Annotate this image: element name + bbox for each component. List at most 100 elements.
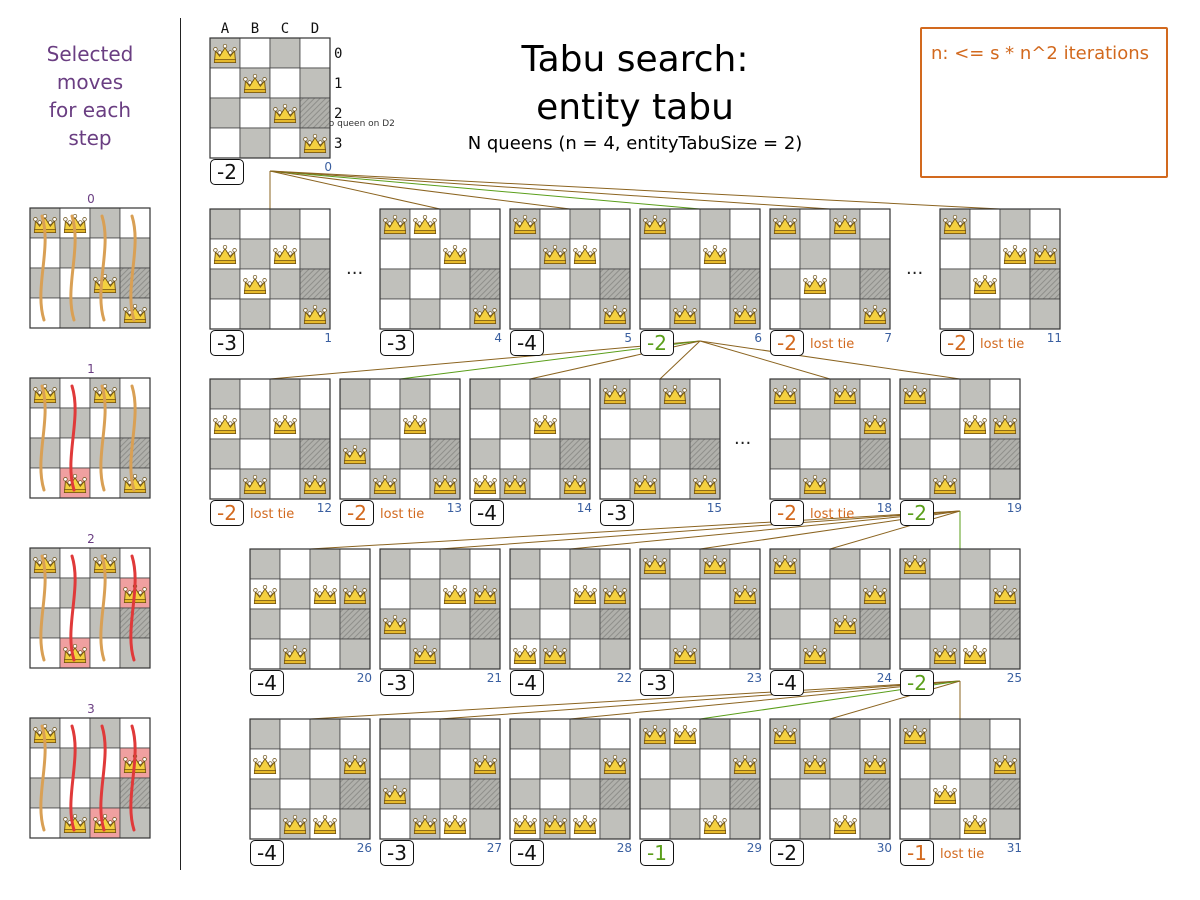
board-square: [569, 638, 601, 670]
board-square: [269, 208, 301, 240]
queen-icon: [443, 584, 467, 605]
board-square: [699, 578, 731, 610]
board-square: [409, 298, 441, 330]
board-square: [729, 268, 761, 300]
score-badge: -2: [770, 500, 804, 526]
queen-icon: [543, 814, 567, 835]
score-badge: -1: [640, 840, 674, 866]
queen-icon: [733, 304, 757, 325]
board-square: [279, 548, 311, 580]
board-square: [599, 438, 631, 470]
board-square: [509, 718, 541, 750]
queen-icon: [273, 244, 297, 265]
board-square: [729, 208, 761, 240]
board-square: [369, 438, 401, 470]
board-square: [899, 808, 931, 840]
board-node-31: [899, 718, 1021, 840]
queen-icon: [903, 384, 927, 405]
board-square: [279, 718, 311, 750]
queen-icon: [933, 644, 957, 665]
board-square: [559, 438, 591, 470]
board-node-13: [339, 378, 461, 500]
board-square: [29, 267, 61, 299]
board-square: [379, 718, 411, 750]
board-square: [469, 238, 501, 270]
board-square: [669, 778, 701, 810]
queen-icon: [213, 43, 237, 64]
board-square: [569, 778, 601, 810]
board-square: [369, 378, 401, 410]
board-square: [339, 608, 371, 640]
board-square: [859, 808, 891, 840]
node-id-label: 19: [1006, 501, 1022, 515]
queen-icon: [313, 584, 337, 605]
selected-moves-label-line: for each: [48, 98, 132, 122]
board-square: [859, 718, 891, 750]
node-id-label: 21: [486, 671, 502, 685]
node-id-label: 11: [1046, 331, 1062, 345]
board-square: [119, 807, 151, 839]
board-square: [799, 778, 831, 810]
queen-icon: [413, 644, 437, 665]
board-square: [959, 748, 991, 780]
board-square: [569, 718, 601, 750]
board-node-11: [939, 208, 1061, 330]
board-square: [509, 578, 541, 610]
board-square: [249, 638, 281, 670]
board-square: [469, 268, 501, 300]
board-node-23: [639, 548, 761, 670]
board-square: [379, 298, 411, 330]
board-square: [249, 608, 281, 640]
board-square: [769, 608, 801, 640]
board-square: [239, 97, 271, 129]
board-square: [339, 468, 371, 500]
board-square: [959, 608, 991, 640]
board-square: [989, 718, 1021, 750]
queen-icon: [443, 814, 467, 835]
board-square: [339, 378, 371, 410]
queen-icon: [213, 244, 237, 265]
board-square: [699, 268, 731, 300]
board-square: [239, 238, 271, 270]
step-board-0: [29, 207, 151, 329]
move-arrow: [69, 724, 77, 832]
board-square: [59, 607, 91, 639]
board-square: [639, 608, 671, 640]
board-node-22: [509, 548, 631, 670]
board-square: [29, 777, 61, 809]
board-square: [339, 548, 371, 580]
node-id-label: 23: [746, 671, 762, 685]
queen-icon: [703, 554, 727, 575]
board-square: [209, 208, 241, 240]
step-board-3: [29, 717, 151, 839]
tree-link: [699, 340, 831, 380]
score-badge: -2: [210, 500, 244, 526]
board-square: [29, 807, 61, 839]
board-square: [929, 408, 961, 440]
node-id-label: 24: [876, 671, 892, 685]
board-square: [379, 578, 411, 610]
board-square: [989, 778, 1021, 810]
board-square: [799, 438, 831, 470]
lost-tie-label: lost tie: [810, 337, 855, 352]
tree-link: [269, 170, 701, 210]
board-square: [209, 438, 241, 470]
board-square: [669, 808, 701, 840]
board-square: [239, 37, 271, 69]
board-square: [409, 548, 441, 580]
board-node-12: [209, 378, 331, 500]
board-square: [769, 438, 801, 470]
move-arrow: [39, 384, 47, 492]
board-square: [859, 638, 891, 670]
queen-icon: [863, 304, 887, 325]
board-node-21: [379, 548, 501, 670]
board-square: [299, 67, 331, 99]
queen-icon: [993, 584, 1017, 605]
queen-icon: [603, 754, 627, 775]
score-badge: -2: [210, 159, 244, 185]
board-square: [239, 378, 271, 410]
board-square: [639, 298, 671, 330]
board-square: [539, 208, 571, 240]
board-square: [379, 748, 411, 780]
